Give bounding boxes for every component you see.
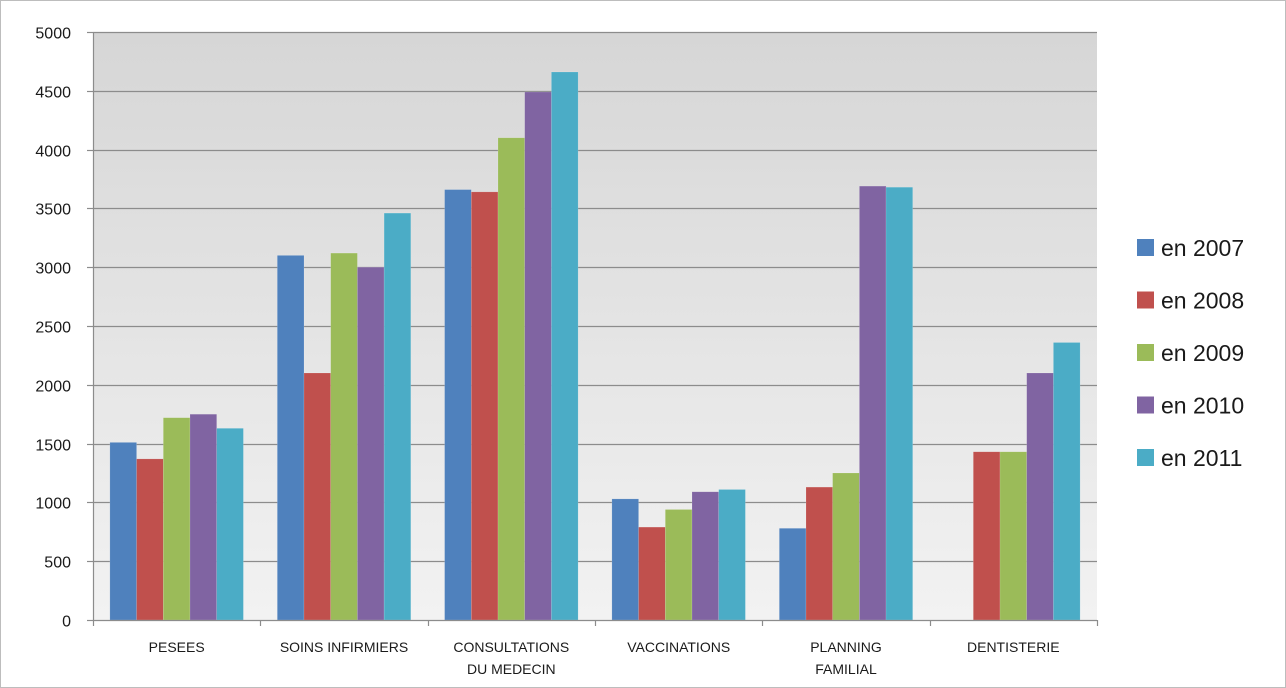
bar	[357, 266, 385, 621]
y-tick-label: 5000	[35, 26, 71, 43]
y-tick-label: 500	[44, 555, 71, 572]
y-tick-label: 2000	[35, 379, 71, 396]
bar	[444, 189, 472, 621]
bar	[832, 472, 860, 621]
legend-label: en 2010	[1161, 393, 1244, 419]
bar	[691, 491, 719, 621]
y-tick-label: 3500	[35, 202, 71, 219]
bar	[216, 428, 244, 621]
legend-label: en 2009	[1161, 340, 1244, 366]
x-category-label: SOINS INFIRMIERS	[280, 639, 408, 655]
bar	[524, 91, 552, 621]
bars	[109, 71, 1081, 621]
bar	[859, 185, 887, 621]
x-category-label: CONSULTATIONS	[453, 639, 569, 655]
bar	[497, 137, 525, 621]
bar	[718, 489, 746, 621]
legend-swatch	[1137, 449, 1154, 466]
legend-label: en 2008	[1161, 288, 1244, 314]
x-category-label: DU MEDECIN	[467, 661, 556, 677]
bar	[330, 252, 358, 621]
bar	[1026, 372, 1054, 621]
legend-label: en 2011	[1161, 445, 1242, 471]
bar	[638, 526, 666, 621]
legend-swatch	[1137, 239, 1154, 256]
bar	[973, 451, 1001, 621]
bar	[471, 191, 499, 621]
y-tick-label: 1000	[35, 496, 71, 513]
axes	[87, 31, 1099, 626]
legend-swatch	[1137, 291, 1154, 309]
x-category-label: PESEES	[149, 639, 205, 655]
bar	[189, 413, 217, 621]
bar	[885, 186, 913, 621]
x-category-label: PLANNING	[810, 639, 882, 655]
x-category-label: DENTISTERIE	[967, 639, 1060, 655]
y-tick-label: 0	[62, 614, 71, 631]
bar	[136, 458, 164, 621]
x-category-label: FAMILIAL	[815, 661, 877, 677]
bar	[163, 417, 191, 621]
bar	[805, 486, 833, 621]
bar	[611, 498, 639, 621]
x-category-label: VACCINATIONS	[627, 639, 730, 655]
bar	[1053, 342, 1081, 621]
y-axis-ticks: 0 500 1000 1500 2000 2500 3000 3500 4000 4500 5000	[35, 26, 71, 631]
x-axis-labels: PESEES SOINS INFIRMIERS CONSULTATIONS DU ME…	[149, 639, 1060, 677]
bar	[551, 71, 579, 621]
bar	[277, 255, 305, 621]
legend-label: en 2007	[1161, 235, 1244, 261]
bar	[999, 451, 1027, 621]
y-tick-label: 2500	[35, 320, 71, 337]
y-tick-label: 3000	[35, 261, 71, 278]
bar	[779, 528, 807, 621]
legend-swatch	[1137, 344, 1154, 361]
y-tick-label: 1500	[35, 438, 71, 455]
bar	[303, 372, 331, 621]
legend: en 2007 en 2008 en 2009 en 2010 en 2011	[1137, 235, 1244, 471]
bar	[665, 509, 693, 621]
bar	[109, 442, 137, 621]
bar	[383, 212, 412, 621]
gridlines	[93, 31, 1097, 563]
legend-swatch	[1137, 396, 1154, 414]
y-tick-label: 4500	[35, 85, 71, 102]
y-tick-label: 4000	[35, 144, 71, 161]
